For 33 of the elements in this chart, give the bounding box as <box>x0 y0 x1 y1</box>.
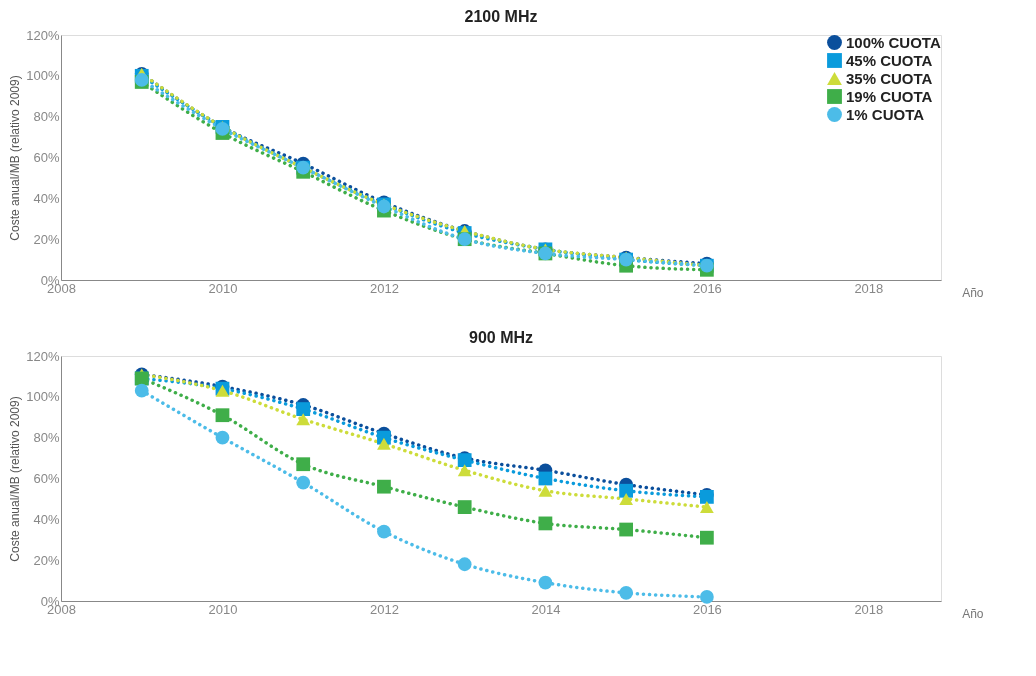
y-tick-label: 100% <box>26 68 60 84</box>
y-tick-label: 20% <box>33 231 60 247</box>
y-tick-label: 40% <box>33 511 60 527</box>
x-tick-label: 2016 <box>692 280 722 296</box>
y-tick-label: 80% <box>33 430 60 446</box>
x-axis-title: Año <box>962 285 984 300</box>
y-tick-label: 60% <box>33 471 60 486</box>
legend-label: 45% CUOTA <box>846 51 933 69</box>
x-tick-label: 2016 <box>692 601 722 617</box>
x-axis-title: Año <box>962 606 984 621</box>
x-tick-label: 2010 <box>208 601 238 617</box>
y-tick-label: 120% <box>26 348 60 364</box>
x-tick-label: 2012 <box>369 280 399 296</box>
y-tick-label: 20% <box>33 552 60 568</box>
legend-label: 35% CUOTA <box>846 69 933 87</box>
x-tick-label: 2010 <box>208 280 238 296</box>
y-tick-label: 120% <box>26 27 60 43</box>
y-axis-title: Coste anual/MB (relativo 2009) <box>8 75 23 241</box>
chart-title: 900 MHz <box>468 329 534 346</box>
legend-label: 100% CUOTA <box>846 33 941 51</box>
y-tick-label: 100% <box>26 389 60 405</box>
x-tick-label: 2018 <box>854 280 884 296</box>
x-tick-label: 2012 <box>369 601 399 617</box>
y-axis-title: Coste anual/MB (relativo 2009) <box>8 396 23 562</box>
legend-label: 19% CUOTA <box>846 87 933 105</box>
chart-title: 2100 MHz <box>464 8 538 25</box>
x-tick-label: 2018 <box>854 601 884 617</box>
y-tick-label: 40% <box>33 190 60 206</box>
x-tick-label: 2014 <box>531 280 561 296</box>
legend-label: 1% CUOTA <box>846 105 925 123</box>
y-tick-label: 80% <box>33 109 60 125</box>
x-tick-label: 2014 <box>531 601 561 617</box>
y-tick-label: 60% <box>33 150 60 165</box>
